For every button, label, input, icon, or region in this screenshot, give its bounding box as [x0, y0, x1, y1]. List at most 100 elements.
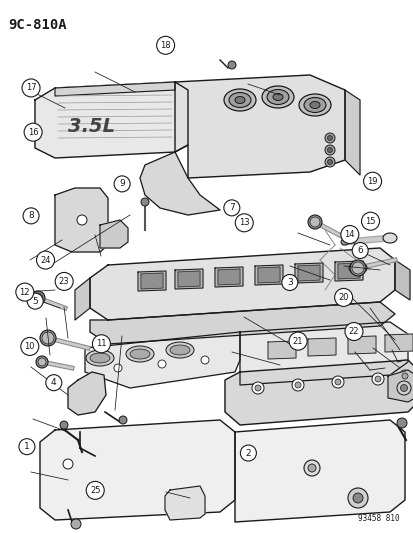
Circle shape [24, 123, 42, 141]
Text: 24: 24 [40, 256, 51, 264]
Text: 10: 10 [24, 342, 35, 351]
Polygon shape [218, 269, 240, 285]
Circle shape [324, 133, 334, 143]
Circle shape [36, 356, 48, 368]
Circle shape [55, 272, 73, 290]
Polygon shape [68, 372, 106, 415]
Circle shape [36, 251, 55, 269]
Polygon shape [294, 263, 322, 283]
Circle shape [19, 439, 35, 455]
Polygon shape [257, 267, 279, 283]
Circle shape [374, 376, 380, 382]
Text: 20: 20 [337, 293, 348, 302]
Text: 6: 6 [356, 246, 362, 255]
Text: 1: 1 [24, 442, 30, 451]
Text: 2: 2 [245, 449, 251, 457]
Circle shape [291, 379, 303, 391]
Circle shape [340, 225, 358, 244]
Text: 5: 5 [32, 297, 38, 305]
Circle shape [396, 381, 410, 395]
Ellipse shape [348, 262, 366, 274]
Ellipse shape [86, 350, 114, 366]
Circle shape [235, 214, 253, 232]
Circle shape [21, 337, 39, 356]
Circle shape [331, 376, 343, 388]
Circle shape [371, 373, 383, 385]
Circle shape [240, 445, 256, 461]
Circle shape [307, 215, 321, 229]
Text: 4: 4 [51, 378, 57, 387]
Circle shape [254, 385, 260, 391]
Text: 93458 810: 93458 810 [358, 514, 399, 523]
Circle shape [294, 382, 300, 388]
Polygon shape [55, 82, 175, 96]
Polygon shape [384, 334, 412, 352]
Polygon shape [40, 420, 235, 520]
Polygon shape [214, 267, 242, 287]
Circle shape [156, 36, 174, 54]
Circle shape [42, 332, 54, 344]
Ellipse shape [303, 98, 325, 112]
Ellipse shape [170, 345, 190, 355]
Polygon shape [387, 370, 413, 402]
Text: 11: 11 [96, 340, 107, 348]
Polygon shape [334, 261, 362, 281]
Circle shape [119, 416, 127, 424]
Polygon shape [240, 322, 407, 385]
Circle shape [352, 493, 362, 503]
Polygon shape [394, 260, 409, 300]
Circle shape [60, 421, 68, 429]
Text: 12: 12 [19, 288, 30, 296]
Circle shape [327, 135, 332, 141]
Circle shape [201, 356, 209, 364]
Circle shape [334, 379, 340, 385]
Circle shape [158, 360, 166, 368]
Polygon shape [141, 273, 163, 289]
Polygon shape [75, 278, 90, 320]
Polygon shape [138, 271, 166, 291]
Polygon shape [90, 248, 394, 320]
Circle shape [399, 384, 406, 392]
Text: 18: 18 [160, 41, 171, 50]
Text: 9: 9 [119, 180, 125, 188]
Text: 22: 22 [348, 327, 358, 336]
Polygon shape [175, 75, 344, 178]
Circle shape [324, 145, 334, 155]
Circle shape [86, 481, 104, 499]
Polygon shape [224, 360, 413, 425]
Circle shape [303, 460, 319, 476]
Ellipse shape [166, 342, 194, 358]
Ellipse shape [272, 93, 282, 101]
Ellipse shape [266, 90, 288, 104]
Polygon shape [307, 338, 335, 356]
Ellipse shape [309, 101, 319, 109]
Circle shape [363, 172, 381, 190]
Circle shape [401, 373, 407, 379]
Circle shape [351, 262, 363, 274]
Circle shape [309, 217, 319, 227]
Text: 23: 23 [59, 277, 69, 286]
Ellipse shape [130, 349, 150, 359]
Ellipse shape [126, 346, 154, 362]
Polygon shape [235, 420, 404, 522]
Circle shape [33, 293, 43, 303]
Text: 19: 19 [366, 177, 377, 185]
Text: 15: 15 [364, 217, 375, 225]
Polygon shape [35, 82, 188, 158]
Circle shape [16, 283, 34, 301]
Circle shape [288, 332, 306, 350]
Circle shape [396, 418, 406, 428]
Polygon shape [100, 220, 128, 248]
Polygon shape [297, 265, 319, 281]
Circle shape [324, 157, 334, 167]
Ellipse shape [382, 233, 396, 243]
Text: 14: 14 [344, 230, 354, 239]
Text: 13: 13 [238, 219, 249, 227]
Text: 9C-810A: 9C-810A [8, 18, 66, 32]
Text: 16: 16 [28, 128, 38, 136]
Circle shape [223, 200, 239, 216]
Polygon shape [178, 271, 199, 287]
Polygon shape [344, 90, 359, 175]
Text: 8: 8 [28, 212, 34, 220]
Circle shape [398, 370, 410, 382]
